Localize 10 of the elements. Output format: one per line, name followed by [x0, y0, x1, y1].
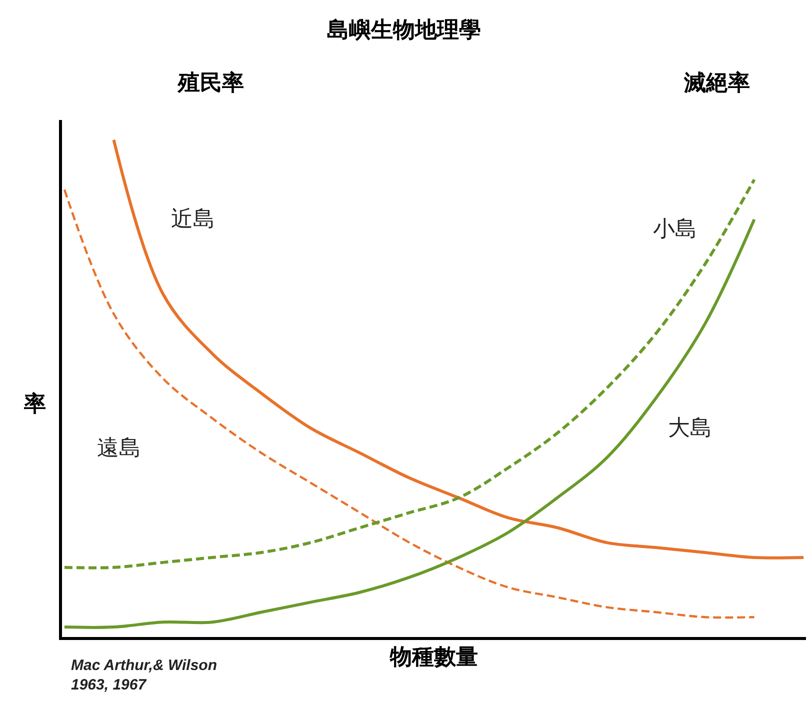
series-label: 近島 — [171, 207, 215, 232]
series-label: 小島 — [653, 217, 697, 242]
text: 遠島 — [97, 436, 141, 461]
text: Mac Arthur,& Wilson 1963, 1967 — [71, 657, 217, 694]
x-axis-title: 物種數量 — [389, 644, 478, 670]
series-label: 大島 — [668, 416, 712, 441]
y-axis-title: 率 — [23, 391, 46, 417]
chart-title: 島嶼生物地理學 — [327, 18, 481, 43]
text: 殖民率 — [177, 70, 244, 96]
text: 滅絕率 — [683, 70, 750, 96]
